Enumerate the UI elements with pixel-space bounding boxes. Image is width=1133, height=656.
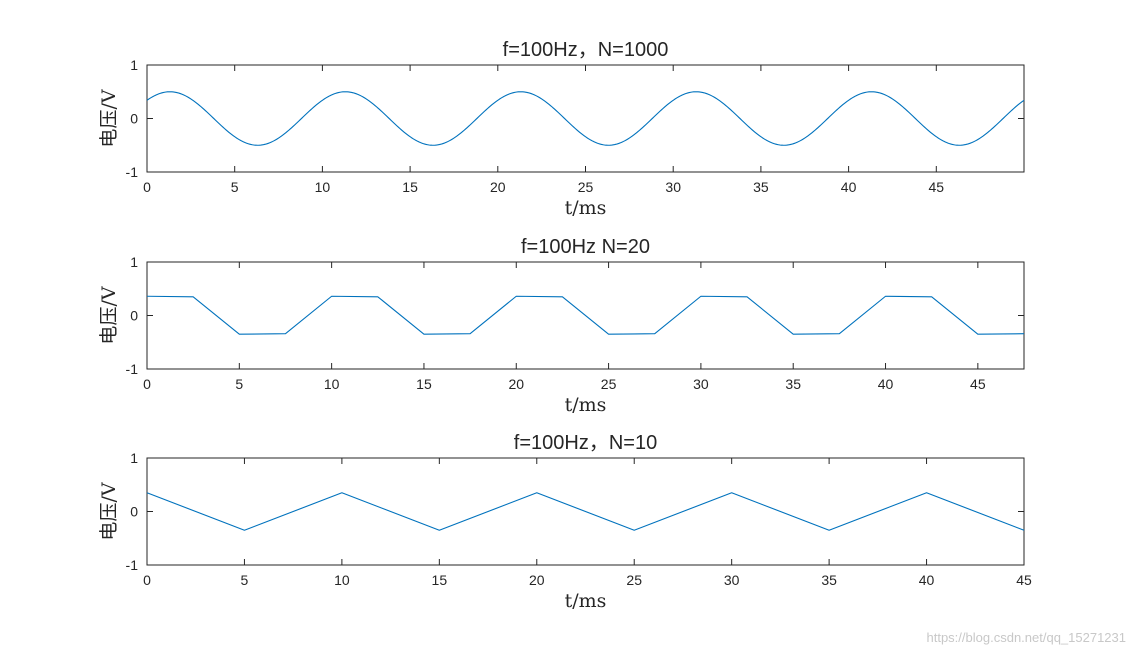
x-tick-label: 30: [693, 376, 709, 392]
x-axis-label: t/ms: [565, 197, 607, 219]
x-tick-label: 0: [143, 572, 151, 588]
x-tick-label: 40: [841, 179, 857, 195]
x-tick-label: 5: [241, 572, 249, 588]
y-tick-label: 0: [130, 504, 138, 520]
axes-box: [146, 64, 1025, 173]
x-tick-label: 45: [1016, 572, 1032, 588]
x-tick-label: 20: [508, 376, 524, 392]
x-tick-label: 25: [578, 179, 594, 195]
x-tick-label: 45: [929, 179, 945, 195]
subplot-3: f=100Hz，N=100 5 10 15 20 25 30 35 40 45-101t/ms电压…: [98, 432, 1032, 612]
x-tick-label: 30: [724, 572, 740, 588]
x-tick-label: 40: [919, 572, 935, 588]
y-tick-label: 1: [130, 57, 138, 73]
x-tick-label: 25: [626, 572, 642, 588]
x-tick-label: 30: [665, 179, 681, 195]
y-tick-label: 1: [130, 254, 138, 270]
subplot-2: f=100Hz N=200 5 10 15 20 25 30 35 40 45-101t/ms电压…: [98, 236, 1025, 416]
x-tick-label: 40: [878, 376, 894, 392]
x-tick-label: 10: [315, 179, 331, 195]
watermark-text: https://blog.csdn.net/qq_15271231: [927, 630, 1127, 645]
y-axis-label: 电压/V: [98, 286, 120, 344]
x-axis-label: t/ms: [565, 394, 607, 416]
y-tick-label: 1: [130, 450, 138, 466]
x-tick-label: 10: [334, 572, 350, 588]
x-tick-label: 20: [529, 572, 545, 588]
x-tick-label: 10: [324, 376, 340, 392]
y-axis-label: 电压/V: [98, 482, 120, 540]
series-line: [146, 295, 1025, 335]
series-line: [146, 91, 1025, 146]
x-tick-label: 25: [601, 376, 617, 392]
x-tick-label: 20: [490, 179, 506, 195]
x-tick-label: 15: [416, 376, 432, 392]
y-axis-label: 电压/V: [98, 89, 120, 147]
y-tick-label: -1: [126, 557, 139, 573]
series-line: [146, 492, 1025, 531]
x-axis-label: t/ms: [565, 590, 607, 612]
y-tick-label: -1: [126, 164, 139, 180]
chart-title: f=100Hz，N=1000: [503, 39, 669, 61]
y-tick-label: 0: [130, 308, 138, 324]
y-tick-label: -1: [126, 361, 139, 377]
y-tick-label: 0: [130, 111, 138, 127]
x-tick-label: 35: [753, 179, 769, 195]
chart-title: f=100Hz，N=10: [514, 432, 657, 454]
x-tick-label: 45: [970, 376, 986, 392]
x-tick-label: 15: [402, 179, 418, 195]
x-tick-label: 35: [821, 572, 837, 588]
x-tick-label: 15: [432, 572, 448, 588]
x-tick-label: 0: [143, 179, 151, 195]
x-tick-label: 35: [785, 376, 801, 392]
x-tick-label: 5: [231, 179, 239, 195]
x-tick-label: 5: [235, 376, 243, 392]
chart-title: f=100Hz N=20: [521, 236, 650, 258]
x-tick-label: 0: [143, 376, 151, 392]
